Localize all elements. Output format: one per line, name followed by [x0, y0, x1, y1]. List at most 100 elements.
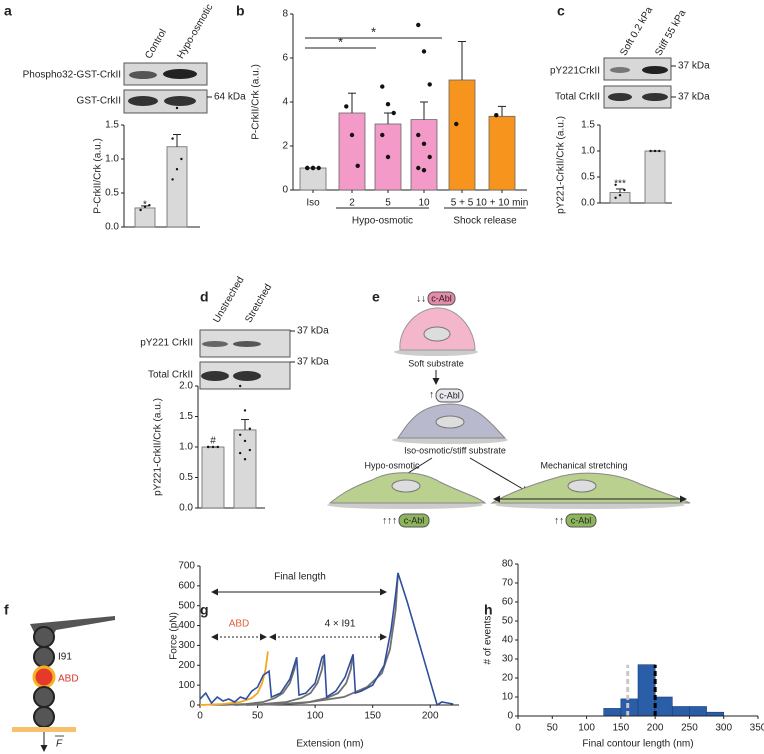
- category-label: Stiff 55 kPa: [653, 8, 688, 58]
- y-axis-label: pY221-CrkII/Crk (a.u.): [556, 116, 567, 214]
- category-label: Stretched: [243, 282, 274, 325]
- histogram-bar: [620, 698, 639, 717]
- significance: ***: [614, 179, 626, 190]
- y-tick-label: 0.0: [581, 198, 595, 209]
- blot-c: pY221CrkII Total CrkII 37 kDa 37 kDa: [550, 57, 710, 109]
- y-tick-label: 300: [178, 640, 195, 651]
- blot-row-label: Phospho32-GST-CrkII: [23, 70, 121, 81]
- x-tick-label: 300: [715, 723, 732, 734]
- annotation: ABD: [229, 619, 250, 630]
- data-point: [143, 205, 147, 208]
- bar: [644, 150, 666, 204]
- x-tick-label: 250: [681, 723, 698, 734]
- category-label: Unstreched: [211, 275, 246, 325]
- y-tick-label: 1.0: [581, 146, 595, 157]
- kinase-pill: [398, 513, 430, 528]
- x-tick-label: 50: [547, 723, 559, 734]
- data-point: [494, 113, 499, 118]
- blot-band: [128, 96, 158, 106]
- data-point: [649, 149, 652, 153]
- data-point: [421, 168, 427, 173]
- kinase-pill: [565, 513, 597, 528]
- x-tick-label: 5 + 5: [451, 198, 474, 209]
- panel-label: h: [484, 602, 493, 618]
- x-tick-label: 5: [385, 198, 391, 209]
- level: ↑↑: [554, 516, 564, 527]
- panel-label: f: [4, 602, 9, 618]
- y-axis-label: P-CrkII/Crk (a.u.): [93, 138, 104, 214]
- blot-band: [608, 93, 632, 101]
- blot-band: [642, 66, 668, 74]
- y-tick-label: 0: [282, 185, 288, 196]
- data-point: [385, 102, 391, 107]
- panel-label: b: [236, 3, 245, 19]
- data-point: [427, 82, 432, 87]
- y-tick-label: 400: [178, 620, 195, 631]
- blot-a: Phospho32-GST-CrkII GST-CrkII 64 kDa: [23, 62, 246, 114]
- series-line: [257, 572, 399, 706]
- x-tick-label: 0: [197, 711, 203, 722]
- diagram-f: I91 ABD F: [12, 616, 115, 752]
- blot-row-label: pY221 CrkII: [140, 338, 193, 349]
- y-tick-label: 0.5: [105, 188, 119, 199]
- abd-domain: [32, 665, 56, 689]
- data-point: [238, 384, 242, 388]
- blot-marker: 37 kDa: [297, 326, 329, 337]
- y-axis-label: Force (pN): [169, 612, 180, 660]
- y-axis-label: pY221-CrkII/Crk (a.u.): [153, 398, 164, 496]
- y-tick-label: 2: [282, 141, 288, 152]
- bar: [448, 79, 476, 191]
- group-label: Shock release: [453, 216, 517, 227]
- blot-band: [163, 69, 197, 79]
- nucleus: [435, 415, 465, 429]
- y-tick-label: 10: [502, 692, 514, 703]
- x-tick-label: 200: [647, 723, 664, 734]
- data-point: [171, 137, 174, 140]
- state: Hypo-osmotic: [364, 460, 420, 470]
- data-point: [344, 104, 349, 109]
- histogram-bar: [706, 711, 725, 717]
- data-point: [421, 141, 427, 146]
- blot-band: [642, 93, 668, 101]
- x-axis-label: Final contour length (nm): [582, 739, 693, 750]
- nucleus: [391, 479, 421, 493]
- y-tick-label: 1.5: [105, 120, 119, 131]
- blot-band: [164, 96, 196, 106]
- x-tick-label: 200: [422, 711, 439, 722]
- data-point: [380, 84, 385, 89]
- x-tick-label: Iso: [306, 198, 320, 209]
- bar: [338, 112, 366, 191]
- data-point: [243, 439, 247, 443]
- x-tick-label: 2: [349, 198, 355, 209]
- data-point: [243, 409, 247, 412]
- blot-marker: 64 kDa: [214, 92, 246, 103]
- data-point: [243, 458, 247, 461]
- histogram-bar: [603, 708, 622, 717]
- x-tick-label: 0: [515, 723, 521, 734]
- kinase: c-Abl: [439, 390, 460, 400]
- data-point: [238, 451, 242, 455]
- category-label: Soft 0.2 kPa: [618, 5, 655, 58]
- level: ↑: [429, 390, 434, 401]
- y-tick-label: 0.5: [179, 472, 193, 483]
- y-tick-label: 0.0: [105, 222, 119, 233]
- blot-row-label: GST-CrkII: [77, 96, 121, 107]
- y-axis-label: # of events: [483, 616, 494, 665]
- data-point: [618, 194, 622, 197]
- level: ↓↓: [416, 294, 426, 305]
- y-tick-label: 1.5: [179, 411, 193, 422]
- data-point: [305, 165, 310, 171]
- blot-row-label: Total CrkII: [148, 370, 193, 381]
- kinase-pill: [427, 291, 456, 306]
- force-label: F: [56, 739, 63, 750]
- data-point: [139, 208, 142, 212]
- blot-marker: 37 kDa: [297, 357, 329, 368]
- data-point: [216, 445, 220, 449]
- level: ↑↑↑: [382, 516, 397, 527]
- data-point: [421, 49, 427, 54]
- state: Iso-osmotic/stiff substrate: [404, 445, 506, 455]
- data-point: [380, 132, 385, 138]
- panel-label: d: [200, 289, 209, 305]
- data-point: [175, 168, 179, 171]
- data-point: [175, 106, 179, 110]
